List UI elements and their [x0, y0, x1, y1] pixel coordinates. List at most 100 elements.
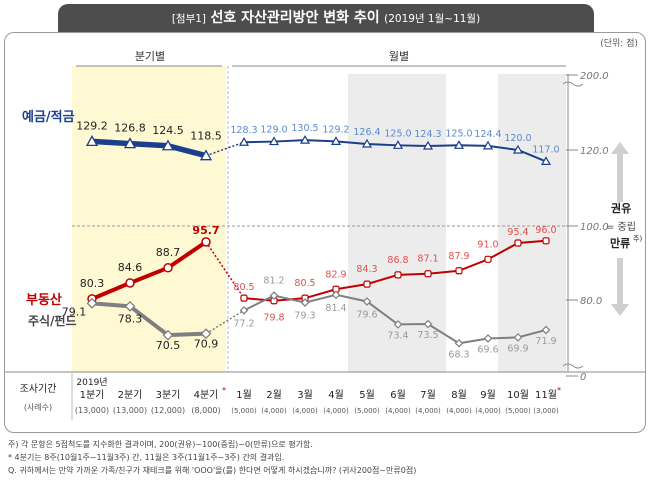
y-tick-label: 0 [580, 372, 586, 383]
series-connector-stock [205, 309, 245, 335]
data-point [512, 144, 524, 154]
x-tick-label: 7월 [420, 389, 436, 401]
axis-break-mark [562, 363, 584, 369]
y-tick-label: 120.0 [580, 146, 609, 157]
data-point [201, 237, 211, 247]
x-sample-size: (5,000) [505, 407, 531, 415]
x-tick-label: 1분기 [80, 389, 105, 401]
data-label: 128.3 [230, 125, 257, 136]
data-point [161, 139, 175, 151]
data-point [163, 263, 173, 273]
data-point [124, 300, 136, 312]
x-sample-size: (4,000) [261, 407, 287, 415]
data-label: 129.0 [260, 125, 287, 136]
x-sample-size: (4,000) [415, 407, 441, 415]
x-sample-size: (13,000) [75, 406, 109, 415]
x-tick-sup: * [557, 386, 561, 395]
data-label: 80.3 [80, 277, 105, 290]
data-point [330, 136, 342, 145]
data-point [269, 291, 279, 300]
title-bar: [첨부1] 선호 자산관리방안 변화 추이 (2019년 1월~11월) [58, 4, 594, 32]
data-point [361, 138, 373, 148]
x-tick-label: 3분기 [156, 389, 181, 401]
sample-size-label: (사례수) [24, 402, 52, 412]
arrow-down-icon [611, 258, 629, 316]
data-point [541, 325, 551, 335]
scale-label-down-sup: 주) [633, 235, 642, 243]
data-label: 77.2 [233, 318, 254, 329]
data-label: 87.1 [417, 254, 438, 265]
footnotes: 주) 각 문항은 5점척도를 지수화한 결과이며, 200(권유)~100(중립… [8, 438, 416, 477]
x-tick-label: 6월 [390, 389, 406, 401]
year-label: 2019년 [76, 377, 107, 388]
series-connector-deposit [205, 141, 245, 157]
data-label: 126.4 [353, 127, 380, 138]
data-label: 117.0 [532, 144, 559, 155]
data-label: 81.2 [263, 276, 284, 287]
data-label: 95.4 [507, 227, 528, 238]
x-tick-label: 4월 [328, 389, 344, 401]
x-tick-label: 2월 [266, 389, 282, 401]
data-label: 124.5 [152, 124, 184, 137]
data-point [484, 255, 492, 263]
data-label: 73.5 [417, 330, 438, 341]
data-label: 79.3 [294, 311, 315, 322]
y-tick-label: 200.0 [580, 71, 609, 82]
data-label: 70.5 [156, 339, 181, 352]
data-label: 81.4 [325, 303, 346, 314]
footnote-2: * 4분기는 8주(10월1주~11월3주) 간, 11월은 3주(11월1주~… [8, 453, 285, 462]
data-point [423, 319, 433, 329]
x-tick-label: 2분기 [118, 389, 143, 401]
survey-period-label: 조사기간 [20, 383, 57, 395]
data-label: 68.3 [448, 349, 469, 360]
series-line-quarterly-deposit [91, 138, 207, 159]
data-point [240, 294, 248, 302]
title-prefix: [첨부1] [171, 13, 207, 25]
x-tick-label: 3월 [297, 389, 313, 401]
data-label: 71.9 [535, 336, 556, 347]
group-label-monthly: 월별 [389, 50, 409, 63]
data-point [483, 334, 493, 343]
series-name-realestate: 부동산 [26, 292, 62, 308]
data-point [514, 239, 522, 247]
y-tick-label: 80.0 [580, 296, 602, 307]
data-label: 125.0 [384, 128, 411, 139]
month-band-2 [498, 74, 566, 372]
data-point [422, 140, 434, 150]
data-label: 79.8 [263, 313, 284, 324]
footnote-1: 주) 각 문항은 5점척도를 지수화한 결과이며, 200(권유)~100(중립… [8, 440, 313, 449]
data-point [542, 237, 550, 245]
x-sample-size: (5,000) [354, 407, 380, 415]
data-point [540, 156, 552, 165]
data-point [453, 140, 465, 149]
data-label: 129.2 [322, 124, 349, 135]
x-sample-size: (12,000) [151, 406, 185, 415]
data-point [455, 267, 463, 275]
title-period: (2019년 1월~11월) [384, 13, 481, 25]
x-sample-size: (4,000) [292, 407, 318, 415]
data-label: 129.2 [76, 119, 108, 132]
data-point [238, 137, 250, 146]
x-tick-label: 9월 [480, 389, 496, 401]
data-point [86, 297, 98, 309]
data-point [268, 136, 280, 146]
data-point [513, 333, 523, 342]
data-label: 80.5 [294, 278, 315, 289]
x-sample-size: (13,000) [113, 406, 147, 415]
scale-label-mid: = 중립 [606, 220, 636, 233]
axis-break-mark [562, 81, 584, 87]
unit-note: (단위: 점) [600, 37, 638, 49]
data-label: 82.9 [325, 269, 346, 280]
x-sample-size: (4,000) [446, 407, 472, 415]
data-label: 84.6 [118, 261, 143, 274]
data-point [239, 306, 249, 315]
data-label: 95.7 [192, 224, 219, 237]
data-point [125, 278, 135, 288]
data-label: 125.0 [445, 128, 472, 139]
x-tick-label: 1월 [236, 389, 252, 401]
data-label: 86.8 [387, 255, 408, 266]
data-label: 124.4 [474, 129, 501, 140]
data-point [393, 320, 403, 329]
